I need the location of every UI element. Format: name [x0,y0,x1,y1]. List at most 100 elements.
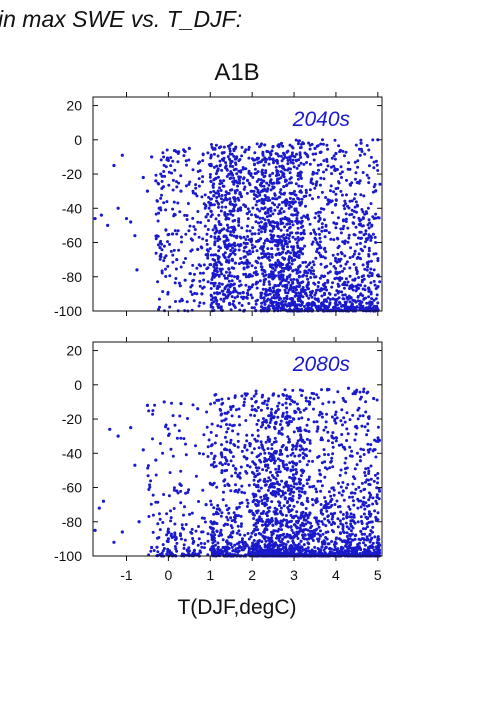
data-point [246,265,250,269]
data-point [375,163,379,167]
data-point [226,518,230,522]
data-point [222,159,225,162]
data-point [289,469,293,473]
data-point [234,408,238,412]
data-point [218,231,221,235]
data-point [280,307,284,311]
data-point [208,173,212,176]
data-point [219,263,223,266]
data-point [229,438,233,442]
data-point [266,488,270,492]
data-point [296,211,300,215]
data-point [300,216,304,220]
data-point [362,448,365,452]
data-point [164,228,168,232]
data-point [204,204,208,208]
data-point [345,427,349,431]
data-point [197,235,201,239]
data-point [269,272,273,276]
data-point [319,142,323,146]
data-point [224,260,228,264]
data-point [256,528,260,532]
data-point [298,427,302,431]
data-point [298,203,302,207]
data-point [355,181,359,185]
data-point [298,526,302,530]
data-point [290,231,294,235]
data-point [284,483,288,487]
data-point [240,145,244,149]
data-point [174,300,177,303]
data-point [202,278,206,282]
data-point [265,523,269,527]
data-point [301,530,305,534]
data-point [256,503,260,507]
data-point [309,293,312,297]
data-point [266,510,270,514]
data-point [354,171,358,175]
data-point [276,161,280,165]
data-point [277,394,281,398]
data-point [365,391,369,395]
data-point [296,546,300,550]
data-point [312,420,316,424]
data-point [355,388,359,392]
data-point [277,251,281,255]
data-point [266,466,270,470]
data-point [178,482,182,486]
data-point [350,302,354,306]
data-point [209,444,213,448]
data-point [270,235,274,238]
data-point [169,447,173,451]
data-point [359,515,363,519]
data-point [233,252,237,256]
data-point [191,403,195,407]
data-point [320,412,324,416]
data-point [334,436,338,440]
data-point [348,445,352,449]
data-point [149,549,153,553]
data-point [371,541,375,545]
data-point [285,446,288,450]
data-point [269,453,273,456]
data-point [177,150,181,154]
data-point [356,159,360,163]
data-point [243,533,247,537]
data-point [246,252,250,256]
data-point [347,161,351,165]
data-point [303,490,307,494]
data-point [348,418,352,422]
data-point [353,551,357,555]
data-point [299,474,303,478]
data-point [195,292,199,296]
data-point [319,503,323,506]
data-point [354,200,358,204]
data-point [212,275,216,279]
data-point [297,417,301,421]
data-point [231,429,235,433]
data-point [330,415,334,419]
data-point [210,301,214,305]
data-point [245,229,249,233]
data-point [366,306,370,310]
data-point [298,249,302,253]
data-point [260,443,264,447]
data-point [304,528,308,531]
data-point [344,456,348,460]
data-point [256,239,260,243]
data-point [225,236,229,240]
data-point [250,470,254,474]
data-point [367,233,371,237]
data-point [199,541,203,545]
data-point [277,431,281,435]
data-point [337,284,341,288]
data-point [291,388,295,392]
data-point [213,231,217,235]
data-point [283,168,287,172]
data-point [207,206,211,210]
data-point [202,263,206,267]
data-point [191,537,195,540]
data-point [263,501,267,505]
data-point [224,504,228,508]
data-point [334,203,337,207]
